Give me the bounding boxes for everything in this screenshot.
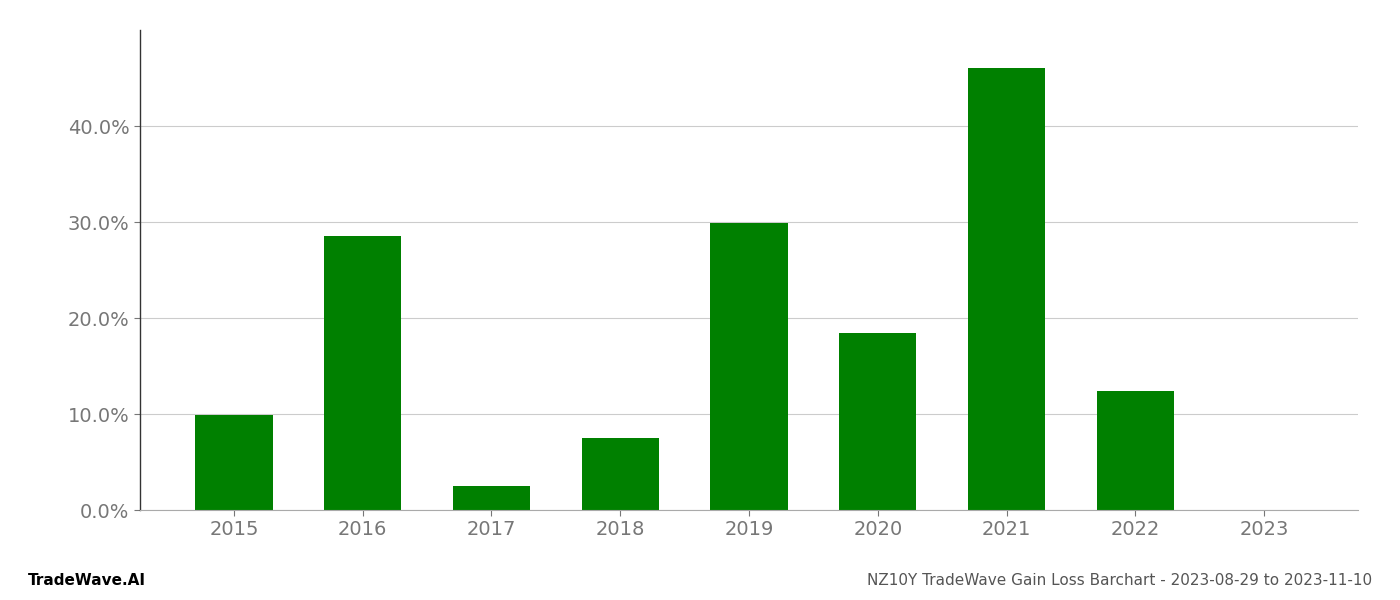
Text: TradeWave.AI: TradeWave.AI [28, 573, 146, 588]
Text: NZ10Y TradeWave Gain Loss Barchart - 2023-08-29 to 2023-11-10: NZ10Y TradeWave Gain Loss Barchart - 202… [867, 573, 1372, 588]
Bar [581, 438, 659, 510]
Bar [452, 486, 531, 510]
Bar [710, 223, 788, 510]
Bar [325, 236, 402, 510]
Bar [967, 68, 1046, 510]
Bar [839, 334, 917, 510]
Bar [1096, 391, 1173, 510]
Bar [196, 415, 273, 510]
